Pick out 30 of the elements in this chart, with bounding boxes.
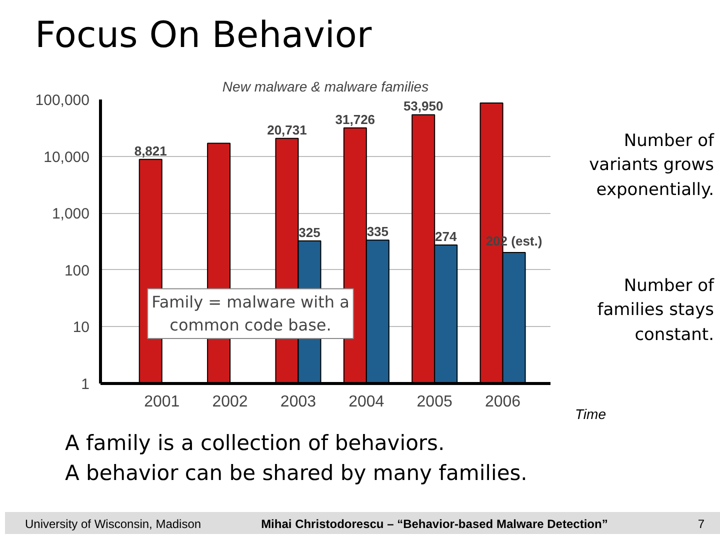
x-tick-label: 2004 <box>348 394 384 410</box>
data-label: 8,821 <box>134 143 167 158</box>
data-label: 274 <box>434 229 458 244</box>
data-label: 53,950 <box>403 98 444 114</box>
data-label: 31,726 <box>335 112 376 127</box>
x-tick-label: 2003 <box>280 394 316 410</box>
data-label: 325 <box>298 224 320 240</box>
y-tick-label: 1,000 <box>52 206 90 223</box>
y-tick-label: 100 <box>64 262 90 280</box>
chart-subtitle: New malware & malware families <box>222 78 429 94</box>
y-tick-label: 10,000 <box>44 148 90 166</box>
data-label: 20,731 <box>267 122 307 138</box>
chart-title: Focus On Behavior <box>35 14 372 58</box>
text: Mihai Christodorescu – “Behavior-based Malware Detection” <box>261 517 608 531</box>
text: Time <box>575 405 606 424</box>
x-tick-label: 2002 <box>212 394 248 410</box>
x-tick-label: 2001 <box>144 394 180 410</box>
x-tick-label: 2006 <box>484 394 521 410</box>
text: 7 <box>698 517 705 531</box>
y-tick-label: 10 <box>72 319 90 336</box>
y-tick-label: 100,000 <box>35 92 90 109</box>
y-tick-label: 1 <box>81 376 90 393</box>
text: A family is a collection of behaviors. <box>65 431 445 455</box>
text: A behavior can be shared by many families. <box>65 461 528 485</box>
data-label: 335 <box>366 224 389 240</box>
text: Number of families stays constant. <box>597 275 714 347</box>
text: Number of variants grows exponentially. <box>589 130 714 202</box>
text: University of Wisconsin, Madison <box>25 517 202 531</box>
x-tick-label: 2005 <box>416 394 452 410</box>
annotation: Family = malware with a common code base. <box>152 292 350 334</box>
